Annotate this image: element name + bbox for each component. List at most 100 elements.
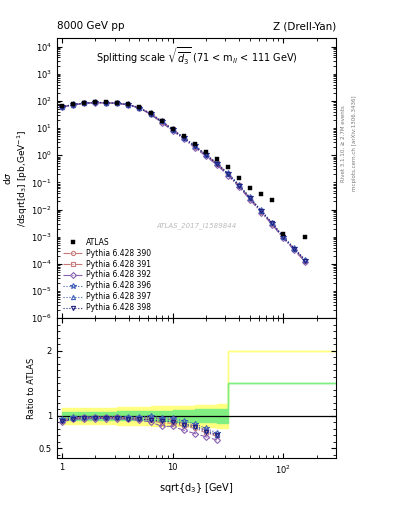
ATLAS	[60, 103, 64, 109]
X-axis label: sqrt{d$_{3}$} [GeV]: sqrt{d$_{3}$} [GeV]	[159, 481, 234, 495]
Pythia 6.428 397	[93, 99, 98, 105]
Pythia 6.428 398	[104, 100, 108, 106]
Pythia 6.428 392	[181, 136, 186, 142]
Pythia 6.428 391	[115, 100, 120, 106]
Pythia 6.428 397	[204, 152, 208, 158]
Pythia 6.428 398	[204, 152, 208, 158]
Pythia 6.428 392	[126, 102, 131, 108]
ATLAS	[159, 117, 164, 123]
Pythia 6.428 390	[292, 246, 297, 252]
ATLAS	[115, 100, 120, 106]
Line: ATLAS: ATLAS	[60, 100, 308, 240]
Pythia 6.428 396	[170, 126, 175, 132]
Pythia 6.428 396	[148, 110, 153, 116]
Pythia 6.428 397	[159, 118, 164, 124]
Pythia 6.428 396	[60, 103, 64, 110]
Pythia 6.428 392	[137, 105, 142, 111]
Pythia 6.428 397	[104, 100, 108, 106]
Pythia 6.428 398	[148, 111, 153, 117]
Text: ATLAS_2017_I1589844: ATLAS_2017_I1589844	[156, 223, 237, 229]
Pythia 6.428 392	[82, 100, 86, 106]
Pythia 6.428 397	[292, 245, 297, 251]
Pythia 6.428 392	[237, 184, 241, 190]
Pythia 6.428 396	[237, 182, 241, 188]
Pythia 6.428 390	[115, 100, 120, 106]
Pythia 6.428 397	[226, 170, 230, 177]
Pythia 6.428 391	[60, 104, 64, 110]
Pythia 6.428 391	[204, 152, 208, 158]
Pythia 6.428 398	[215, 161, 219, 167]
Pythia 6.428 398	[126, 102, 131, 108]
ATLAS	[82, 100, 86, 106]
Pythia 6.428 391	[215, 160, 219, 166]
Line: Pythia 6.428 397: Pythia 6.428 397	[60, 100, 307, 263]
Legend: ATLAS, Pythia 6.428 390, Pythia 6.428 391, Pythia 6.428 392, Pythia 6.428 396, P: ATLAS, Pythia 6.428 390, Pythia 6.428 39…	[61, 236, 153, 314]
Y-axis label: Ratio to ATLAS: Ratio to ATLAS	[27, 358, 36, 419]
Text: mcplots.cern.ch [arXiv:1306.3436]: mcplots.cern.ch [arXiv:1306.3436]	[352, 96, 357, 191]
Pythia 6.428 397	[82, 100, 86, 106]
Pythia 6.428 398	[237, 182, 241, 188]
Pythia 6.428 390	[237, 183, 241, 189]
Pythia 6.428 390	[60, 104, 64, 110]
Pythia 6.428 397	[281, 234, 286, 240]
ATLAS	[259, 191, 263, 197]
ATLAS	[237, 176, 241, 182]
Pythia 6.428 391	[292, 246, 297, 252]
Pythia 6.428 390	[193, 143, 197, 150]
Line: Pythia 6.428 391: Pythia 6.428 391	[60, 100, 307, 263]
ATLAS	[126, 101, 131, 108]
Pythia 6.428 390	[226, 171, 230, 177]
Pythia 6.428 391	[237, 182, 241, 188]
ATLAS	[281, 230, 286, 237]
Pythia 6.428 398	[82, 100, 86, 106]
Pythia 6.428 390	[270, 221, 275, 227]
Pythia 6.428 398	[303, 258, 308, 264]
Pythia 6.428 392	[226, 173, 230, 179]
ATLAS	[193, 141, 197, 147]
ATLAS	[204, 148, 208, 155]
Pythia 6.428 398	[60, 104, 64, 110]
Pythia 6.428 397	[115, 100, 120, 106]
Pythia 6.428 390	[148, 111, 153, 117]
Y-axis label: d$\sigma$
/dsqrt[d$_{3}$] [pb,GeV$^{-1}$]: d$\sigma$ /dsqrt[d$_{3}$] [pb,GeV$^{-1}$…	[2, 130, 29, 227]
Pythia 6.428 392	[215, 162, 219, 168]
Pythia 6.428 391	[148, 111, 153, 117]
Pythia 6.428 397	[237, 182, 241, 188]
Pythia 6.428 392	[159, 119, 164, 125]
Pythia 6.428 396	[126, 101, 131, 108]
Pythia 6.428 392	[281, 235, 286, 241]
Pythia 6.428 392	[204, 153, 208, 159]
Pythia 6.428 396	[292, 245, 297, 251]
Pythia 6.428 397	[248, 195, 252, 201]
Pythia 6.428 398	[137, 105, 142, 111]
Pythia 6.428 390	[104, 100, 108, 106]
Pythia 6.428 390	[259, 208, 263, 215]
Pythia 6.428 397	[137, 104, 142, 111]
Pythia 6.428 390	[215, 161, 219, 167]
Pythia 6.428 391	[303, 258, 308, 264]
Line: Pythia 6.428 398: Pythia 6.428 398	[60, 100, 307, 263]
Pythia 6.428 392	[71, 102, 75, 108]
Pythia 6.428 392	[104, 100, 108, 106]
Text: 8000 GeV pp: 8000 GeV pp	[57, 22, 125, 31]
ATLAS	[248, 185, 252, 191]
Pythia 6.428 396	[115, 100, 120, 106]
Pythia 6.428 392	[148, 111, 153, 117]
Pythia 6.428 396	[226, 170, 230, 176]
Pythia 6.428 390	[281, 234, 286, 241]
Pythia 6.428 392	[115, 100, 120, 106]
Pythia 6.428 390	[71, 102, 75, 108]
Pythia 6.428 397	[259, 208, 263, 214]
Pythia 6.428 392	[259, 209, 263, 216]
Pythia 6.428 391	[137, 104, 142, 111]
Pythia 6.428 396	[204, 151, 208, 157]
Pythia 6.428 391	[193, 143, 197, 149]
Line: Pythia 6.428 396: Pythia 6.428 396	[59, 99, 308, 263]
Pythia 6.428 398	[281, 234, 286, 240]
ATLAS	[226, 164, 230, 170]
Pythia 6.428 396	[181, 134, 186, 140]
Pythia 6.428 398	[259, 208, 263, 214]
Pythia 6.428 392	[60, 104, 64, 110]
ATLAS	[270, 197, 275, 203]
Pythia 6.428 398	[170, 127, 175, 133]
